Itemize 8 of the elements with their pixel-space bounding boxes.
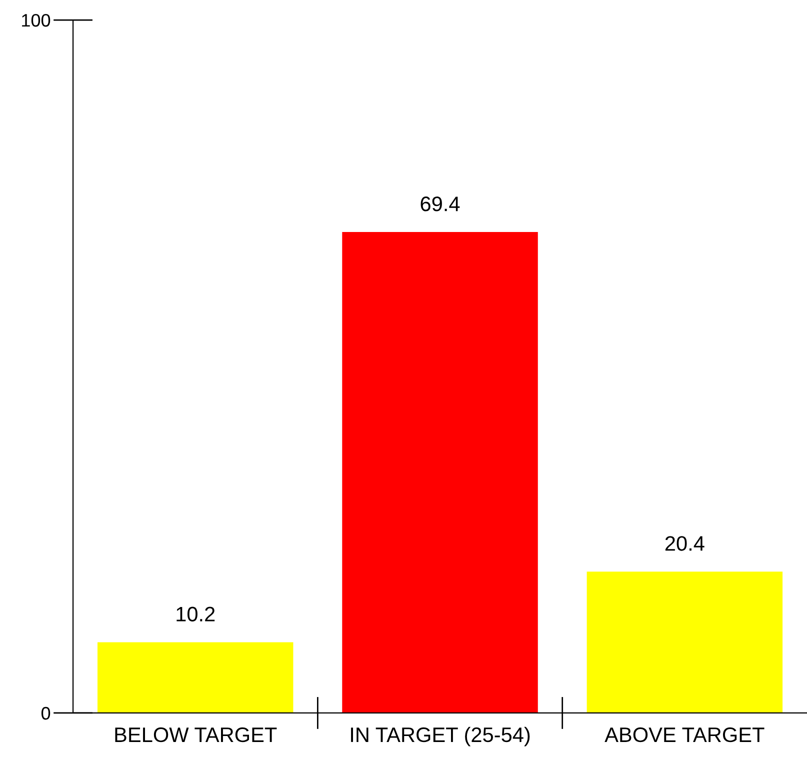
x-tick-label: IN TARGET (25-54) — [351, 726, 530, 746]
data-label: 20.4 — [665, 536, 704, 551]
y-tick-label: 100 — [22, 14, 50, 27]
data-label: 10.2 — [176, 606, 215, 622]
data-label: 69.4 — [420, 196, 460, 212]
y-tick-label: 0 — [41, 706, 50, 720]
x-tick-label: ABOVE TARGET — [604, 727, 764, 742]
x-tick-label: BELOW TARGET — [115, 727, 277, 742]
